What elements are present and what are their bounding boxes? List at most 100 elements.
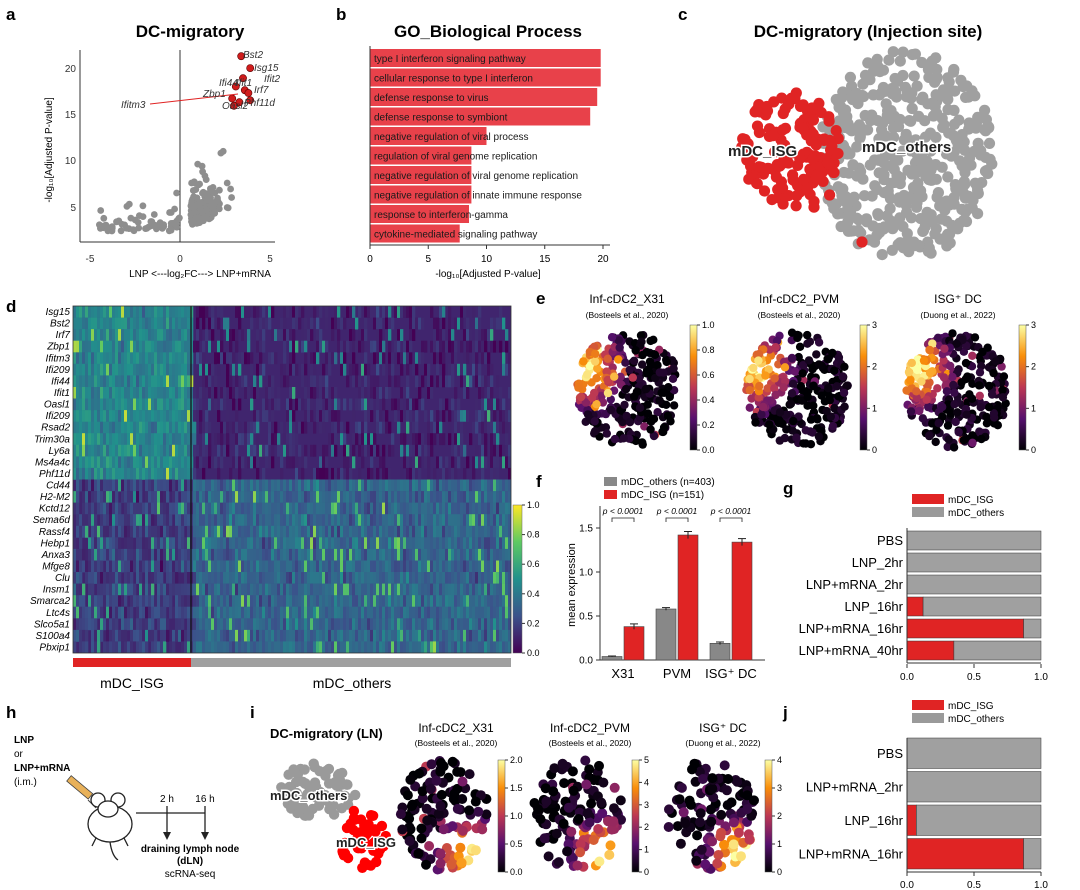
heatmap-cell [211,398,215,411]
heatmap-cell [334,595,338,608]
heatmap-cell [304,560,308,573]
heatmap-cell [295,317,299,330]
heatmap-cell [166,595,170,608]
heatmap-cell [250,548,254,561]
heatmap-cell [439,641,443,653]
heatmap-cell [109,537,113,550]
heatmap-cell [193,444,197,457]
heatmap-cell [253,560,257,573]
heatmap-cell [247,525,251,538]
heatmap-cell [76,618,80,631]
heatmap-cell [322,491,326,503]
heatmap-cell [403,410,407,422]
cbar-tick-label: 0.8 [527,530,540,540]
heatmap-cell [124,491,128,503]
heatmap-cell [457,606,461,619]
heatmap-cell [319,514,323,527]
heatmap-cell [277,560,281,573]
heatmap-cell [202,618,206,631]
heatmap-cell [118,433,122,446]
heatmap-cell [343,525,347,538]
heatmap-cell [307,502,311,515]
umap-cell [842,203,854,215]
heatmap-cell [442,595,446,608]
heatmap-cell [82,456,86,469]
heatmap-cell [214,433,218,446]
heatmap-cell [388,375,392,388]
heatmap-cell [175,629,179,642]
heatmap-cell [217,491,221,503]
heatmap-cell [193,340,197,353]
heatmap-cell [493,340,497,353]
heatmap-cell [262,514,266,527]
heatmap-cell [343,560,347,573]
heatmap-cell [343,398,347,411]
heatmap-cell [463,595,467,608]
umap-cell [932,187,945,199]
heatmap-cell [205,618,209,631]
heatmap-cell [400,502,404,515]
heatmap-cell [382,560,386,573]
heatmap-cell [82,433,86,446]
heatmap-cell [202,306,206,318]
heatmap-cell [361,641,365,653]
heatmap-gene-label: Sema6d [33,515,71,526]
heatmap-cell [145,433,149,446]
heatmap-cell [214,641,218,653]
heatmap-cell [304,340,308,353]
heatmap-cell [157,363,161,376]
heatmap-cell [211,479,215,492]
heatmap-cell [358,306,362,318]
heatmap-cell [493,456,497,469]
heatmap-cell [406,548,410,561]
heatmap-cell [211,514,215,527]
heatmap-cell [247,514,251,527]
heatmap-cell [169,398,173,411]
heatmap-cell [142,641,146,653]
signature-cell [663,411,672,420]
heatmap-cell [100,595,104,608]
heatmap-cell [172,421,176,434]
heatmap-cell [121,548,125,561]
heatmap-cell [331,595,335,608]
heatmap-cell [391,618,395,631]
heatmap-cell [502,548,506,561]
panel-letter-b: b [336,5,346,24]
heatmap-cell [412,467,416,480]
heatmap-cell [496,375,500,388]
heatmap-cell [160,398,164,411]
heatmap-cell [220,387,224,399]
heatmap-cell [505,595,509,608]
heatmap-cell [481,456,485,469]
heatmap-cell [310,583,314,596]
heatmap-cell [259,444,263,457]
heatmap-cell [106,444,110,457]
heatmap-cell [154,421,158,434]
heatmap-cell [343,548,347,561]
heatmap-cell [352,618,356,631]
heatmap-cell [151,306,155,318]
heatmap-cell [424,444,428,457]
heatmap-cell [397,502,401,515]
heatmap-cell [178,514,182,527]
heatmap-cell [355,629,359,642]
heatmap-cell [199,606,203,619]
heatmap-cell [211,387,215,399]
heatmap-cell [154,595,158,608]
heatmap-cell [400,583,404,596]
heatmap-cell [493,502,497,515]
heatmap-cell [199,525,203,538]
gene-label: Ifit2 [264,74,281,85]
volcano-y-tick: 20 [65,64,77,75]
umap-cell [798,173,810,185]
heatmap-cell [106,641,110,653]
heatmap-cell [346,560,350,573]
heatmap-cell [142,352,146,365]
heatmap-cell [454,537,458,550]
heatmap-cell [274,572,278,584]
heatmap-cell [430,491,434,503]
heatmap-cell [316,618,320,631]
heatmap-cell [403,606,407,619]
heatmap-cell [502,421,506,434]
heatmap-cell [94,329,98,341]
